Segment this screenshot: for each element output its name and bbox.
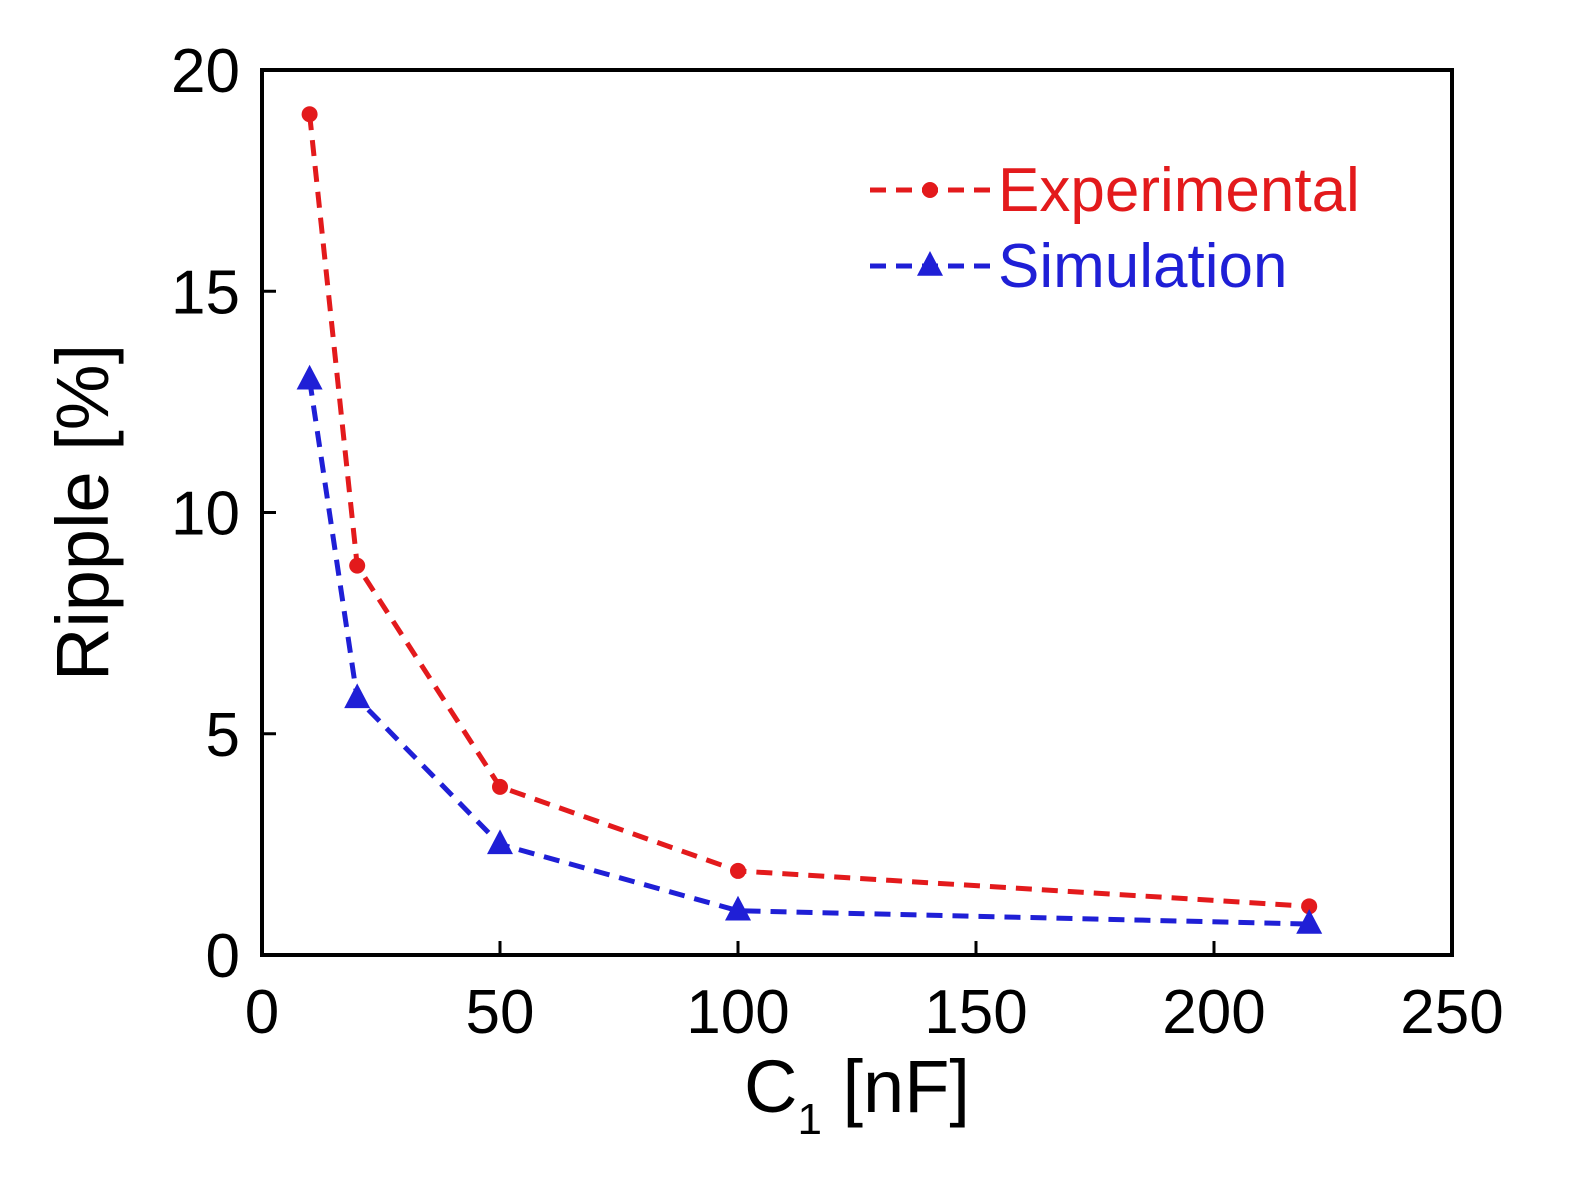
legend-marker-shape-experimental bbox=[922, 182, 938, 198]
y-tick-label-0: 0 bbox=[206, 922, 240, 991]
data-point-simulation-100 bbox=[725, 895, 751, 921]
axis-ticks bbox=[260, 68, 1454, 957]
legend: Experimental Simulation bbox=[870, 156, 1360, 301]
data-point-simulation-220 bbox=[1296, 909, 1323, 934]
data-point-experimental-50 bbox=[492, 778, 508, 795]
series-simulation bbox=[296, 364, 1323, 934]
legend-marker-shape-simulation bbox=[917, 251, 943, 276]
y-tick-label-15: 15 bbox=[171, 258, 240, 327]
legend-marker-experimental bbox=[922, 182, 938, 198]
data-point-simulation-10 bbox=[296, 364, 323, 390]
x-axis-label: C1 [nF] bbox=[744, 1045, 970, 1144]
legend-entry-experimental: Experimental bbox=[870, 156, 1360, 225]
x-tick-label-50: 50 bbox=[466, 978, 535, 1047]
y-tick-label-20: 20 bbox=[171, 37, 240, 106]
data-point-experimental-100 bbox=[730, 862, 746, 879]
x-axis-label-unit: [nF] bbox=[822, 1045, 970, 1128]
data-point-experimental-220 bbox=[1301, 898, 1318, 915]
x-tick-label-100: 100 bbox=[686, 978, 789, 1047]
x-tick-label-0: 0 bbox=[245, 978, 279, 1047]
data-point-experimental-10 bbox=[301, 106, 318, 123]
series-layer bbox=[296, 106, 1323, 934]
data-point-simulation-20 bbox=[344, 683, 371, 709]
legend-label-experimental: Experimental bbox=[998, 156, 1360, 225]
axis-tick-labels: 0 50 100 150 200 250 0 5 10 15 20 bbox=[171, 37, 1504, 1047]
x-axis-label-subscript: 1 bbox=[797, 1095, 821, 1144]
y-tick-label-5: 5 bbox=[206, 701, 240, 770]
y-tick-label-10: 10 bbox=[171, 480, 240, 549]
x-tick-label-150: 150 bbox=[924, 978, 1027, 1047]
legend-entry-simulation: Simulation bbox=[870, 232, 1287, 301]
x-tick-label-250: 250 bbox=[1400, 978, 1503, 1047]
series-line-simulation bbox=[307, 379, 1310, 927]
legend-label-simulation: Simulation bbox=[998, 232, 1287, 301]
legend-marker-simulation bbox=[917, 251, 943, 276]
data-point-simulation-50 bbox=[487, 829, 513, 855]
y-axis-label: Ripple [%] bbox=[41, 344, 124, 681]
x-tick-label-200: 200 bbox=[1162, 978, 1265, 1047]
x-axis-label-symbol: C bbox=[744, 1045, 797, 1128]
data-point-experimental-20 bbox=[349, 557, 366, 574]
series-experimental bbox=[301, 106, 1318, 915]
